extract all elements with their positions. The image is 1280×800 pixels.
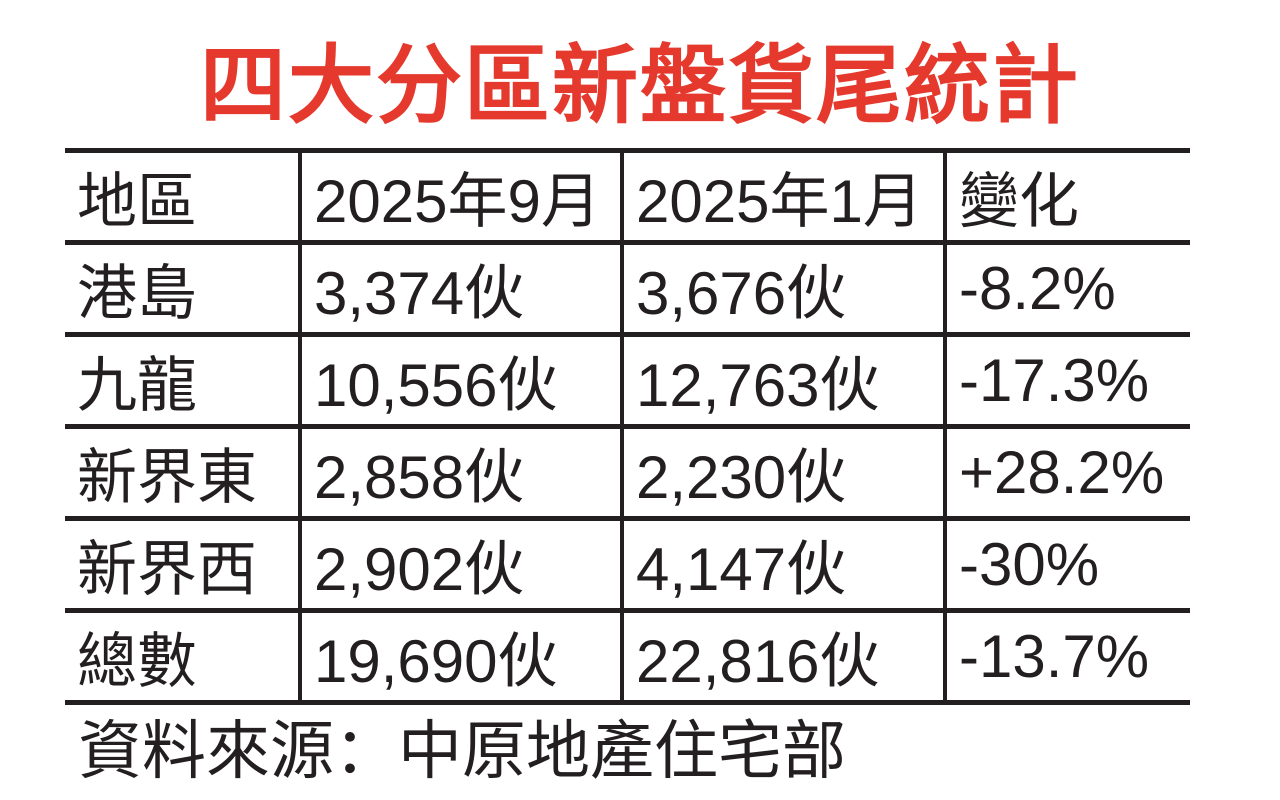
column-header-change: 變化 <box>943 148 1190 245</box>
table-row-total: 總數 19,690伙 22,816伙 -13.7% <box>65 608 1190 705</box>
column-header-jan2025: 2025年1月 <box>620 148 945 245</box>
change-cell: -17.3% <box>943 332 1190 429</box>
change-cell: -13.7% <box>943 608 1190 705</box>
source-note: 資料來源：中原地產住宅部 <box>78 715 846 787</box>
table-row: 新界東 2,858伙 2,230伙 +28.2% <box>65 424 1190 521</box>
region-cell: 新界東 <box>65 424 300 521</box>
change-cell: +28.2% <box>943 424 1190 521</box>
header-row: 地區 2025年9月 2025年1月 變化 <box>65 148 1190 245</box>
jan-value-cell: 2,230伙 <box>620 424 945 521</box>
region-cell: 總數 <box>65 608 300 705</box>
region-cell: 新界西 <box>65 516 300 613</box>
sep-value-cell: 19,690伙 <box>298 608 622 705</box>
region-cell: 九龍 <box>65 332 300 429</box>
jan-value-cell: 22,816伙 <box>620 608 945 705</box>
page-title: 四大分區新盤貨尾統計 <box>200 38 1080 134</box>
region-cell: 港島 <box>65 240 300 337</box>
jan-value-cell: 4,147伙 <box>620 516 945 613</box>
sep-value-cell: 2,902伙 <box>298 516 622 613</box>
column-header-region: 地區 <box>65 148 300 245</box>
jan-value-cell: 12,763伙 <box>620 332 945 429</box>
stats-table: 地區 2025年9月 2025年1月 變化 港島 3,374伙 3,676伙 -… <box>65 148 1190 705</box>
jan-value-cell: 3,676伙 <box>620 240 945 337</box>
table-row: 九龍 10,556伙 12,763伙 -17.3% <box>65 332 1190 429</box>
sep-value-cell: 2,858伙 <box>298 424 622 521</box>
sep-value-cell: 10,556伙 <box>298 332 622 429</box>
change-cell: -30% <box>943 516 1190 613</box>
column-header-sep2025: 2025年9月 <box>298 148 622 245</box>
change-cell: -8.2% <box>943 240 1190 337</box>
sep-value-cell: 3,374伙 <box>298 240 622 337</box>
table-row: 新界西 2,902伙 4,147伙 -30% <box>65 516 1190 613</box>
table-row: 港島 3,374伙 3,676伙 -8.2% <box>65 240 1190 337</box>
